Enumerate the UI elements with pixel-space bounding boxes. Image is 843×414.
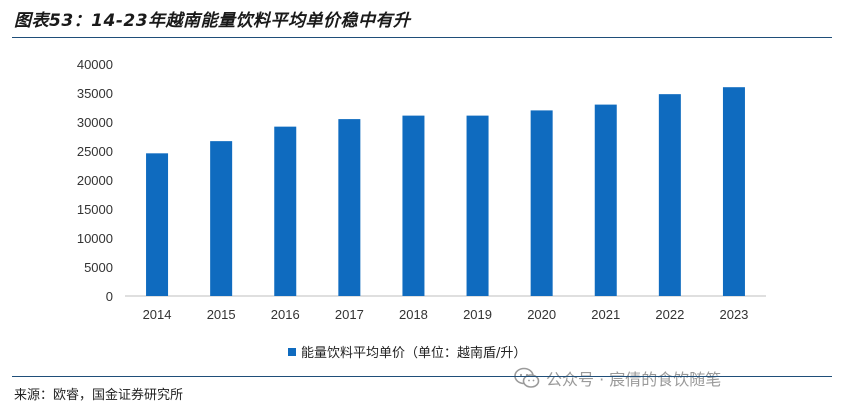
y-tick-label: 20000 [77, 173, 113, 188]
y-axis-ticks: 0 5000 10000 15000 20000 25000 30000 35000 40000 [77, 57, 113, 304]
watermark-text: 公众号 · 宸倩的食饮随笔 [546, 370, 722, 389]
watermark: 公众号 · 宸倩的食饮随笔 [514, 366, 721, 390]
legend: 能量饮料平均单价（单位：越南盾/升） [288, 342, 526, 361]
y-tick-label: 15000 [77, 202, 113, 217]
y-tick-label: 0 [106, 289, 113, 304]
y-tick-label: 30000 [77, 115, 113, 130]
y-tick-label: 10000 [77, 231, 113, 246]
x-tick-label: 2016 [271, 307, 300, 322]
legend-swatch [288, 347, 296, 356]
bar-2020 [530, 110, 553, 297]
x-tick-label: 2023 [719, 307, 748, 322]
x-tick-label: 2019 [463, 307, 492, 322]
bar-2022 [658, 94, 681, 296]
source-note: 来源：欧睿，国金证券研究所 [14, 388, 184, 403]
bar-2018 [402, 115, 425, 297]
title-rule [12, 37, 832, 38]
bar-2019 [466, 115, 489, 297]
chart-title: 图表53：14-23年越南能量饮料平均单价稳中有升 [14, 11, 411, 31]
bar-2015 [210, 141, 233, 296]
bars [146, 87, 745, 297]
x-tick-label: 2018 [399, 307, 428, 322]
x-tick-label: 2020 [527, 307, 556, 322]
bar-2017 [338, 119, 361, 296]
bar-2016 [274, 126, 297, 296]
bar-2023 [722, 87, 745, 296]
y-tick-label: 25000 [77, 144, 113, 159]
y-tick-label: 35000 [77, 86, 113, 101]
y-tick-label: 5000 [84, 260, 113, 275]
wechat-icon [514, 367, 540, 388]
legend-label: 能量饮料平均单价（单位：越南盾/升） [301, 346, 527, 361]
bar-2014 [146, 153, 169, 296]
x-tick-label: 2015 [207, 307, 236, 322]
x-tick-label: 2014 [143, 307, 172, 322]
x-tick-label: 2017 [335, 307, 364, 322]
y-tick-label: 40000 [77, 57, 113, 72]
x-tick-label: 2021 [591, 307, 620, 322]
bar-2021 [594, 104, 617, 296]
source-rule [12, 376, 832, 377]
x-tick-label: 2022 [655, 307, 684, 322]
x-axis-ticks: 2014 2015 2016 2017 2018 2019 2020 2021 2022 2023 [143, 307, 749, 322]
